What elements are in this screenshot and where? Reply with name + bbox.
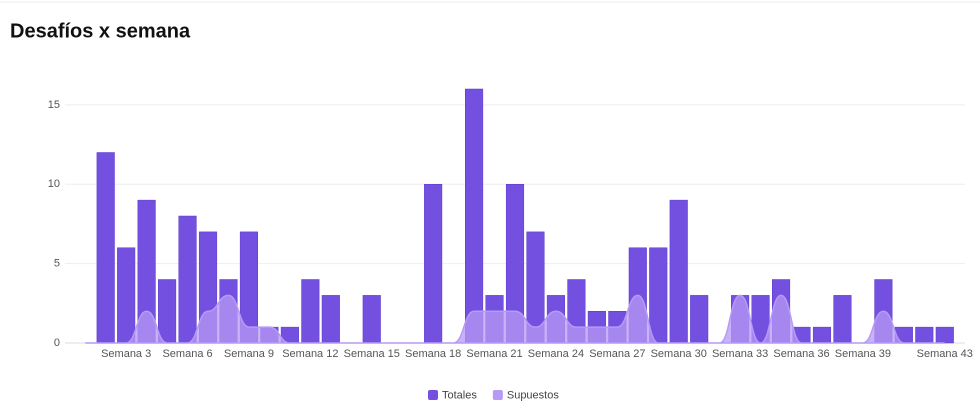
bar [301,279,320,344]
bar [669,199,688,344]
x-tick-label: Semana 18 [405,348,461,360]
legend-label: Totales [442,389,477,401]
y-tick-label: 5 [54,258,60,270]
x-tick-label: Semana 43 [917,348,973,360]
x-tick-label: Semana 6 [162,348,212,360]
areas [85,294,945,344]
bar [362,295,381,344]
bar [158,279,177,344]
bar [178,215,197,344]
x-tick-label: Semana 24 [528,348,584,360]
x-tick-label: Semana 30 [651,348,707,360]
bar [915,326,934,344]
legend: Totales Supuestos [428,389,559,401]
bar [117,247,136,344]
x-tick-label: Semana 9 [224,348,274,360]
x-tick-label: Semana 15 [344,348,400,360]
bar [321,295,340,344]
y-tick-label: 10 [48,178,60,190]
bar [690,295,709,344]
x-tick-label: Semana 3 [101,348,151,360]
x-tick-label: Semana 12 [282,348,338,360]
y-tick-label: 15 [48,99,60,111]
x-tick-label: Semana 21 [466,348,522,360]
bar [96,152,115,344]
chart-title: Desafíos x semana [10,20,191,42]
labels: 0 5 10 15 Semana 3 Semana 6 Semana 9 Semana 12 S… [48,99,973,360]
x-tick-label: Semana 39 [835,348,891,360]
x-tick-label: Semana 27 [589,348,645,360]
x-tick-label: Semana 36 [773,348,829,360]
area [85,294,945,344]
y-tick-label: 0 [54,337,60,349]
legend-swatch [492,390,503,400]
bar [424,184,443,344]
bar [649,247,668,344]
x-tick-label: Semana 33 [712,348,768,360]
bar [833,295,852,344]
legend-swatch [428,390,438,400]
bar [465,88,484,344]
bar [812,326,832,344]
legend-label: Supuestos [507,389,559,401]
bar [935,326,954,344]
